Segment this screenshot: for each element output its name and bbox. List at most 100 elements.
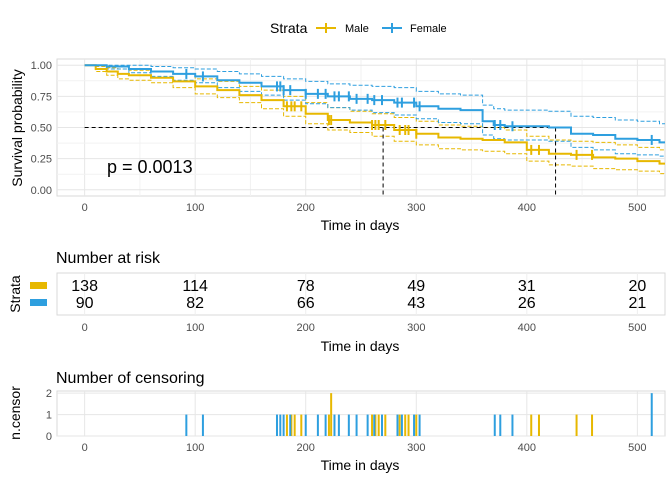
censoring-bar-male-12 <box>407 414 410 436</box>
survival-x-tick-5: 500 <box>628 202 646 214</box>
censoring-bar-female-5 <box>289 414 292 436</box>
censoring-bar-male-15 <box>537 414 540 436</box>
survival-y-tick-0: 0.00 <box>31 185 52 197</box>
legend-label-male: Male <box>345 23 369 35</box>
risk-table-y-axis-label: Strata <box>7 275 23 313</box>
risk-cell-male-3: 49 <box>407 278 425 295</box>
censoring-bar-female-8 <box>324 414 327 436</box>
legend-key-female <box>382 23 402 33</box>
censoring-bar-female-14 <box>373 414 376 436</box>
censoring-x-tick-4: 400 <box>518 442 536 454</box>
risk-cell-male-0: 138 <box>71 278 98 295</box>
risk-cell-female-5: 21 <box>628 295 646 312</box>
legend-label-female: Female <box>410 23 447 35</box>
censoring-title: Number of censoring <box>56 370 205 387</box>
risk-x-tick-0: 0 <box>82 322 88 334</box>
survival-x-tick-4: 400 <box>518 202 536 214</box>
survival-curve-male <box>84 64 665 165</box>
risk-cell-female-1: 82 <box>186 295 204 312</box>
survival-x-tick-labels: 0 100 200 300 400 500 <box>82 202 647 214</box>
censoring-bar-male-1 <box>290 414 293 436</box>
survival-y-tick-4: 1.00 <box>31 60 52 72</box>
ci-lower-male <box>84 64 665 175</box>
survival-curves <box>84 64 665 165</box>
censoring-x-tick-labels: 0 100 200 300 400 500 <box>82 442 647 454</box>
survival-y-axis-label: Survival probability <box>9 69 25 187</box>
censoring-bar-female-7 <box>316 414 319 436</box>
survival-censor-marks <box>185 68 653 160</box>
censoring-bar-female-19 <box>418 414 421 436</box>
censoring-bar-female-12 <box>355 414 358 436</box>
risk-table-cells: 138 114 78 49 31 20 90 82 66 43 26 21 <box>71 278 646 312</box>
censoring-x-tick-2: 200 <box>297 442 315 454</box>
censoring-bar-female-0 <box>185 414 188 436</box>
p-value-annotation: p = 0.0013 <box>107 157 193 177</box>
censoring-bar-female-15 <box>381 414 384 436</box>
censoring-bar-female-6 <box>304 414 307 436</box>
censoring-bar-female-16 <box>396 414 399 436</box>
median-survival-lines <box>84 127 557 196</box>
risk-x-tick-4: 400 <box>518 322 536 334</box>
censoring-bar-male-8 <box>377 414 380 436</box>
censoring-bar-female-20 <box>493 414 496 436</box>
survival-x-tick-2: 200 <box>297 202 315 214</box>
survival-y-tick-labels: 0.00 0.25 0.50 0.75 1.00 <box>31 60 52 197</box>
risk-table-x-tick-labels: 0 100 200 300 400 500 <box>82 322 647 334</box>
censoring-bar-male-11 <box>404 414 407 436</box>
censoring-x-tick-3: 300 <box>407 442 425 454</box>
censoring-y-tick-labels: 0 1 2 <box>46 388 52 443</box>
risk-x-tick-3: 300 <box>407 322 425 334</box>
censoring-bar-female-13 <box>366 414 369 436</box>
censoring-panel: Number of censoring 0 1 2 0 100 200 300 400 500… <box>7 370 666 473</box>
censoring-x-axis-label: Time in days <box>321 457 400 473</box>
legend-key-male <box>316 23 336 33</box>
risk-row-key-male <box>30 282 47 289</box>
survival-y-tick-3: 0.75 <box>31 91 52 103</box>
censoring-bar-male-9 <box>384 414 387 436</box>
survival-x-tick-0: 0 <box>82 202 88 214</box>
risk-row-key-female <box>30 299 47 306</box>
risk-cell-female-3: 43 <box>407 295 425 312</box>
censoring-bar-male-14 <box>530 414 533 436</box>
survival-curve-female <box>84 64 665 144</box>
risk-cell-male-5: 20 <box>628 278 646 295</box>
risk-cell-female-4: 26 <box>518 295 536 312</box>
censoring-x-tick-1: 100 <box>186 442 204 454</box>
censoring-y-tick-2: 2 <box>46 388 52 400</box>
censoring-bar-female-23 <box>650 393 653 436</box>
survival-y-tick-1: 0.25 <box>31 154 52 166</box>
survival-curve-panel: 0.00 0.25 0.50 0.75 1.00 0 100 200 300 400 500 p … <box>9 58 666 233</box>
censoring-bar-male-7 <box>374 414 377 436</box>
survival-x-axis-label: Time in days <box>321 217 400 233</box>
censoring-bar-male-0 <box>285 414 288 436</box>
risk-x-tick-1: 100 <box>186 322 204 334</box>
censoring-bar-female-11 <box>347 414 350 436</box>
risk-table-area <box>56 272 666 316</box>
risk-table-title: Number at risk <box>56 250 161 267</box>
survival-x-tick-1: 100 <box>186 202 204 214</box>
risk-cell-male-4: 31 <box>518 278 536 295</box>
risk-x-tick-5: 500 <box>628 322 646 334</box>
risk-table-x-axis-label: Time in days <box>321 338 400 354</box>
risk-table-panel: Number at risk 138 114 78 49 31 20 90 82 66 43 26 2… <box>7 250 666 354</box>
censoring-bar-female-21 <box>499 414 502 436</box>
risk-table-grid <box>84 273 638 315</box>
survival-y-tick-2: 0.50 <box>31 123 52 135</box>
censoring-x-tick-5: 500 <box>628 442 646 454</box>
legend-title: Strata <box>270 20 308 36</box>
censoring-bar-female-3 <box>279 414 282 436</box>
risk-x-tick-2: 200 <box>297 322 315 334</box>
censoring-y-tick-1: 1 <box>46 410 52 422</box>
censoring-bar-male-4 <box>327 414 330 436</box>
censoring-bar-male-2 <box>293 414 296 436</box>
censoring-bar-male-16 <box>575 414 578 436</box>
risk-cell-male-2: 78 <box>297 278 315 295</box>
censoring-bar-female-2 <box>275 414 278 436</box>
ci-lower-female <box>84 64 665 157</box>
censoring-bar-female-9 <box>333 414 336 436</box>
censoring-bar-female-22 <box>511 414 514 436</box>
legend: Strata Male Female <box>270 20 447 36</box>
censoring-bar-male-6 <box>371 414 374 436</box>
